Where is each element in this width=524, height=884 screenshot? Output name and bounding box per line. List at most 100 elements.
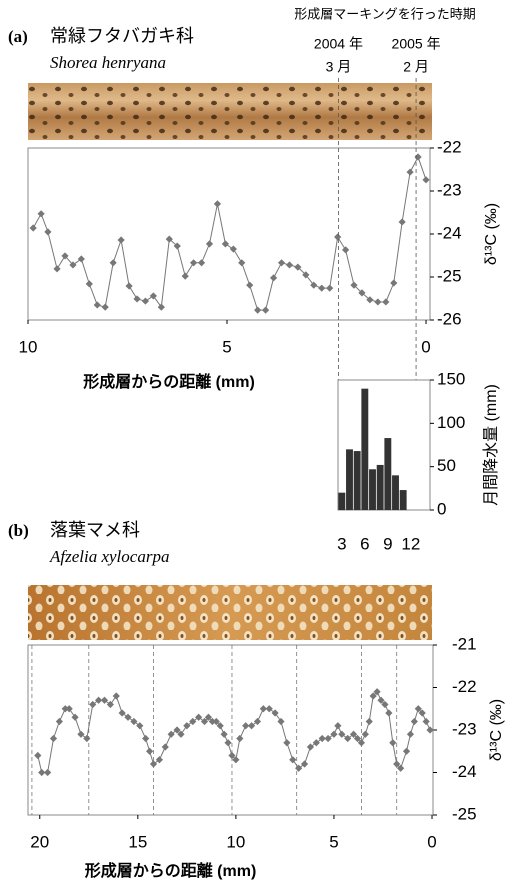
data-point bbox=[365, 717, 373, 726]
marker-sublabel: 3 月 bbox=[326, 59, 352, 75]
y-axis-label: 月間降水量 (mm) bbox=[482, 384, 500, 506]
bar bbox=[338, 492, 346, 510]
data-point bbox=[418, 709, 426, 717]
plot-frame bbox=[337, 379, 431, 511]
bar bbox=[353, 451, 361, 510]
data-point bbox=[167, 730, 175, 738]
data-point bbox=[117, 236, 125, 244]
data-point bbox=[200, 717, 209, 726]
data-point bbox=[285, 261, 294, 269]
data-point bbox=[221, 240, 230, 248]
y-axis-label: δ¹³C (‰) bbox=[488, 699, 505, 761]
species-name: Afzelia xylocarpa bbox=[49, 547, 169, 566]
data-point bbox=[246, 281, 254, 289]
data-point bbox=[77, 255, 85, 263]
annotation-title: 形成層マーキングを行った時期 bbox=[294, 6, 476, 21]
x-tick-label: 6 bbox=[360, 534, 369, 553]
data-point bbox=[71, 713, 79, 721]
data-point bbox=[377, 696, 385, 704]
data-point bbox=[224, 739, 232, 747]
data-point bbox=[189, 259, 198, 267]
data-point bbox=[324, 734, 332, 743]
bar bbox=[361, 388, 369, 510]
data-point bbox=[422, 176, 430, 184]
y-tick-label: -25 bbox=[437, 266, 462, 285]
data-point bbox=[310, 281, 318, 289]
data-point bbox=[69, 261, 77, 269]
data-point bbox=[29, 224, 37, 232]
data-point bbox=[197, 259, 206, 267]
data-point bbox=[358, 289, 366, 297]
data-point bbox=[83, 734, 91, 743]
panel-label: (b) bbox=[8, 521, 29, 540]
data-point bbox=[302, 271, 310, 279]
y-tick-label: 0 bbox=[437, 499, 446, 518]
data-point bbox=[326, 284, 334, 292]
y-axis-label: δ¹³C (‰) bbox=[483, 203, 500, 265]
data-point bbox=[318, 284, 326, 292]
data-point bbox=[101, 303, 109, 311]
data-point bbox=[342, 246, 350, 254]
bar bbox=[376, 464, 384, 510]
data-point bbox=[397, 764, 405, 772]
data-point bbox=[236, 734, 244, 743]
data-point bbox=[65, 705, 73, 713]
y-tick-label: -26 bbox=[437, 309, 462, 328]
data-point bbox=[173, 242, 181, 250]
x-tick-label: 15 bbox=[128, 832, 147, 851]
data-point bbox=[55, 717, 63, 726]
data-point bbox=[181, 272, 189, 280]
data-point bbox=[106, 700, 114, 709]
y-tick-label: -22 bbox=[452, 677, 477, 696]
data-line bbox=[32, 155, 427, 311]
data-point bbox=[136, 722, 144, 730]
data-point bbox=[161, 743, 169, 751]
data-point bbox=[109, 259, 117, 267]
data-point bbox=[306, 743, 315, 751]
family-name: 落葉マメ科 bbox=[50, 520, 140, 540]
data-point bbox=[385, 709, 393, 717]
x-axis-label: 形成層からの距離 (mm) bbox=[85, 861, 257, 880]
data-point bbox=[204, 713, 213, 721]
x-axis-label: 形成層からの距離 (mm) bbox=[83, 372, 255, 391]
data-point bbox=[398, 218, 406, 226]
x-tick-label: 10 bbox=[19, 337, 38, 356]
y-tick-label: -25 bbox=[452, 804, 477, 823]
data-point bbox=[37, 210, 45, 218]
data-point bbox=[133, 295, 141, 303]
data-point bbox=[100, 696, 109, 704]
data-point bbox=[34, 751, 42, 760]
data-point bbox=[232, 756, 240, 764]
wood-image-a bbox=[28, 83, 432, 140]
y-tick-label: -22 bbox=[437, 137, 462, 156]
x-tick-label: 5 bbox=[222, 337, 231, 356]
data-point bbox=[141, 297, 150, 305]
data-point bbox=[330, 730, 338, 738]
data-point bbox=[259, 705, 267, 713]
data-point bbox=[145, 747, 154, 755]
data-point bbox=[389, 739, 397, 747]
data-point bbox=[373, 688, 381, 696]
data-point bbox=[142, 734, 150, 743]
data-point bbox=[344, 734, 352, 743]
data-point bbox=[406, 730, 415, 738]
bar bbox=[399, 490, 407, 510]
data-point bbox=[189, 717, 197, 726]
data-point bbox=[183, 722, 191, 730]
data-point bbox=[422, 717, 430, 726]
data-point bbox=[402, 747, 411, 755]
data-point bbox=[382, 298, 390, 306]
y-tick-label: -23 bbox=[437, 180, 462, 199]
data-point bbox=[242, 722, 250, 730]
data-point bbox=[177, 730, 185, 738]
y-tick-label: 150 bbox=[437, 369, 465, 388]
data-point bbox=[213, 200, 222, 208]
data-point bbox=[366, 296, 374, 304]
data-point bbox=[112, 692, 120, 700]
data-point bbox=[49, 734, 58, 743]
data-point bbox=[149, 292, 157, 300]
x-tick-label: 12 bbox=[401, 534, 420, 553]
data-point bbox=[157, 303, 165, 311]
data-point bbox=[271, 709, 279, 717]
